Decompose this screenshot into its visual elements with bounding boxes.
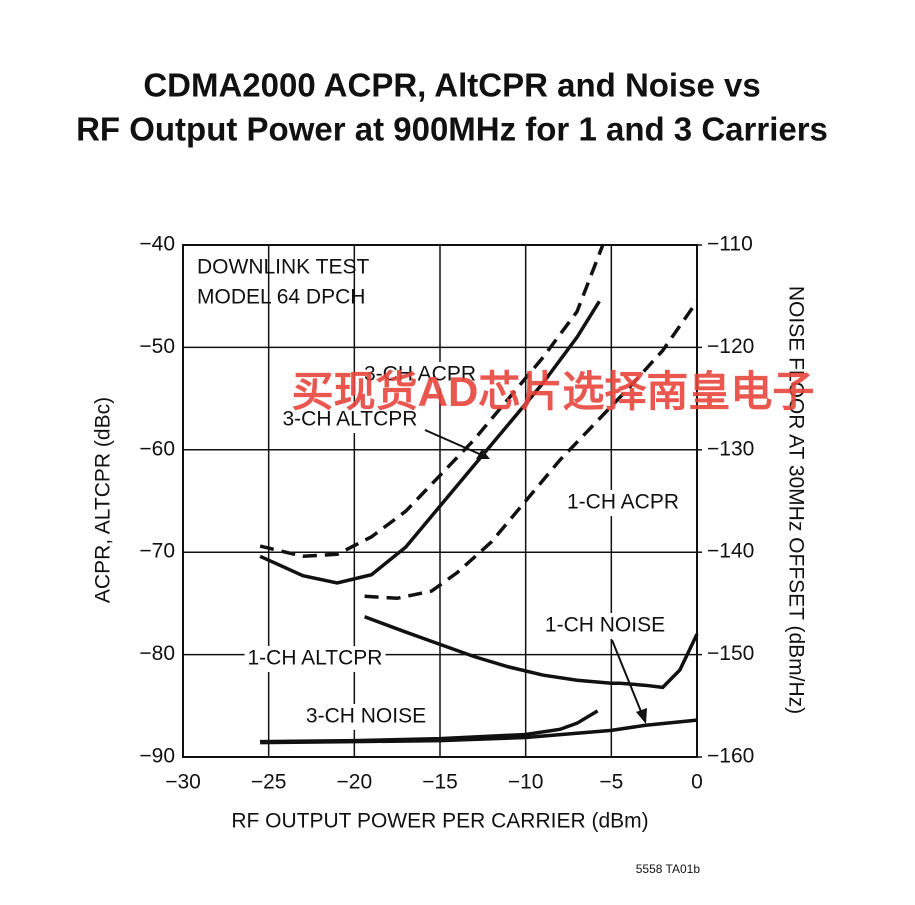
y-tick-label: −90 — [139, 745, 175, 768]
y2-axis-label: NOISE FLOOR AT 30MHz OFFSET (dBm/Hz) — [784, 286, 807, 714]
x-tick-label: −5 — [599, 771, 623, 794]
series-line — [259, 300, 601, 585]
y-tick-label: −50 — [139, 335, 175, 358]
x-tick-label: −25 — [251, 771, 287, 794]
series-line — [260, 718, 698, 745]
footnote: 5558 TA01b — [636, 862, 701, 876]
x-tick-label: −15 — [422, 771, 458, 794]
x-tick-label: 0 — [691, 771, 703, 794]
arrow-head — [636, 708, 647, 724]
label-bg — [360, 362, 480, 388]
y-tick-label: −80 — [139, 642, 175, 665]
y2-tick-label: −150 — [707, 642, 754, 665]
y2-tick-label: −110 — [707, 233, 753, 256]
series-line — [259, 244, 605, 559]
y-tick-label: −60 — [139, 437, 175, 460]
y2-tick-label: −120 — [707, 335, 754, 358]
x-tick-label: −30 — [165, 771, 201, 794]
series-label: 1-CH ALTCPR — [248, 647, 383, 670]
series-line — [364, 300, 699, 601]
y2-tick-label: −130 — [707, 437, 754, 460]
y-tick-label: −70 — [139, 540, 175, 563]
y2-tick-label: −160 — [707, 745, 754, 768]
label-bg — [279, 407, 421, 433]
series-label: 1-CH NOISE — [545, 614, 665, 637]
annotation-arrow — [424, 429, 485, 457]
y2-tick-label: −140 — [707, 540, 754, 563]
y-axis-label: ACPR, ALTCPR (dBc) — [92, 397, 115, 603]
chart-title: CDMA2000 ACPR, AltCPR and Noise vs — [143, 67, 760, 104]
annotation: DOWNLINK TEST — [197, 256, 369, 279]
series-label: 3-CH NOISE — [306, 705, 426, 728]
watermark: 买现货AD芯片选择南皇电子 — [292, 368, 815, 415]
annotation: MODEL 64 DPCH — [197, 286, 365, 309]
chart-title: RF Output Power at 900MHz for 1 and 3 Ca… — [76, 111, 828, 148]
series-label: 1-CH ACPR — [567, 491, 679, 514]
label-bg — [302, 704, 430, 730]
y-tick-label: −40 — [139, 233, 175, 256]
plot-frame — [182, 244, 698, 758]
label-bg — [244, 646, 386, 672]
annotation-arrow — [611, 639, 643, 715]
label-bg — [541, 613, 669, 639]
series-label: 3-CH ALTCPR — [283, 408, 418, 431]
x-tick-label: −20 — [337, 771, 373, 794]
series-line — [364, 615, 699, 690]
x-axis-label: RF OUTPUT POWER PER CARRIER (dBm) — [231, 810, 648, 833]
series-label: 3-CH ACPR — [364, 363, 476, 386]
label-bg — [563, 490, 683, 516]
x-tick-label: −10 — [508, 771, 544, 794]
